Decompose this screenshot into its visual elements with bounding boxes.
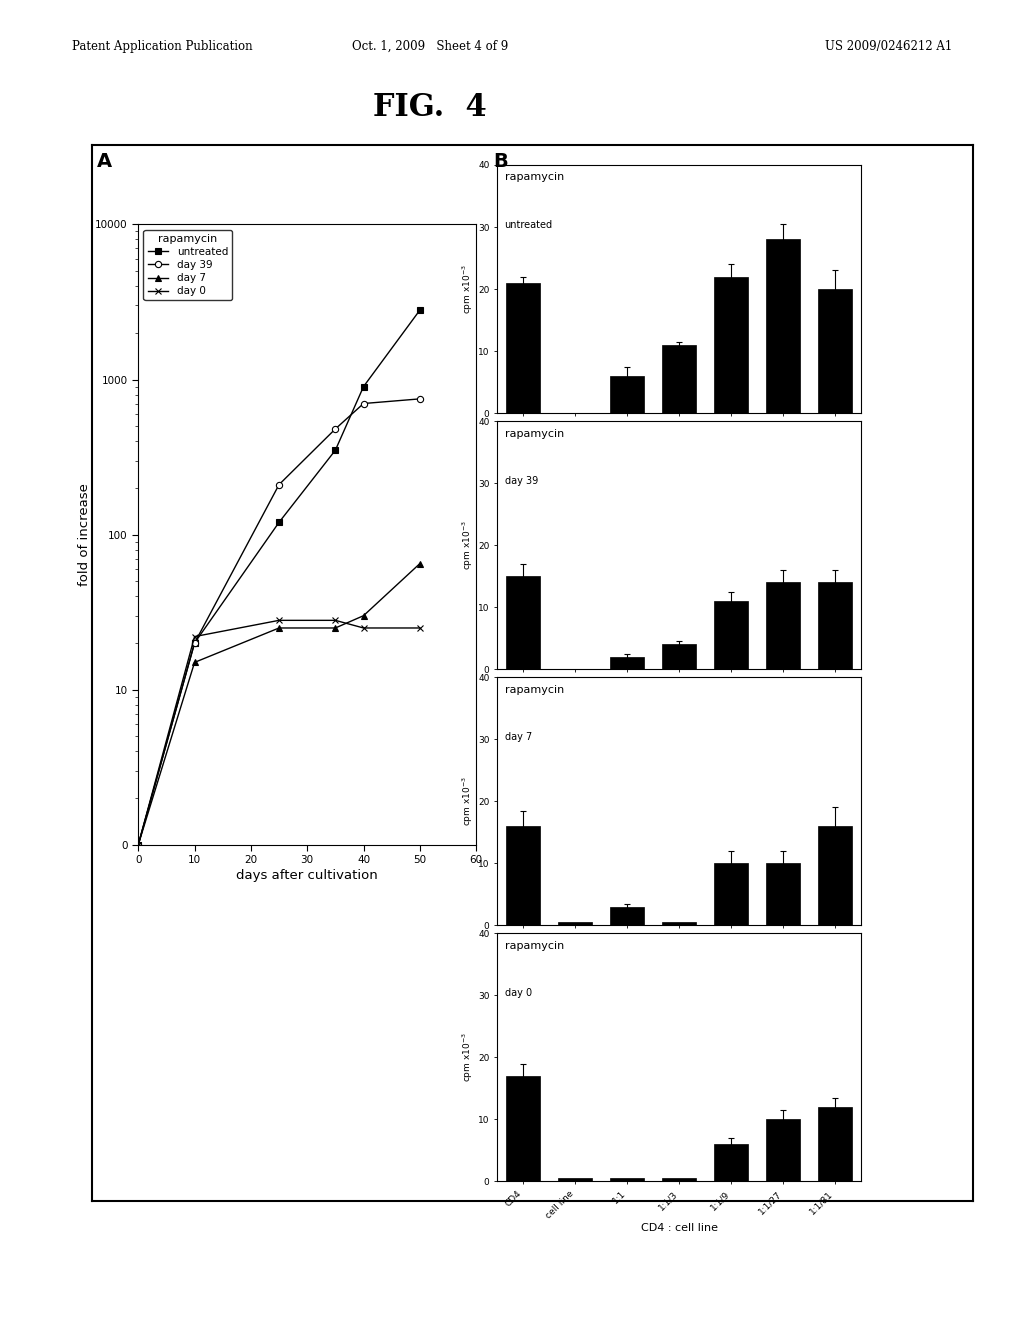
Text: Patent Application Publication: Patent Application Publication <box>72 40 252 53</box>
Bar <box>610 1179 644 1181</box>
Bar <box>714 601 748 669</box>
Bar <box>714 1144 748 1181</box>
Text: US 2009/0246212 A1: US 2009/0246212 A1 <box>825 40 952 53</box>
Bar <box>818 826 852 925</box>
Bar <box>558 1179 592 1181</box>
Bar <box>818 289 852 413</box>
Text: Oct. 1, 2009   Sheet 4 of 9: Oct. 1, 2009 Sheet 4 of 9 <box>352 40 508 53</box>
Text: rapamycin: rapamycin <box>505 685 564 694</box>
Bar <box>818 1107 852 1181</box>
Y-axis label: fold of increase: fold of increase <box>78 483 91 586</box>
Y-axis label: cpm x10$^{-3}$: cpm x10$^{-3}$ <box>461 1032 475 1082</box>
X-axis label: CD4 : cell line: CD4 : cell line <box>641 1224 718 1233</box>
Bar <box>663 644 696 669</box>
Bar <box>506 282 540 413</box>
Text: B: B <box>493 152 508 170</box>
Bar <box>714 277 748 413</box>
Bar <box>663 923 696 925</box>
Y-axis label: cpm x10$^{-3}$: cpm x10$^{-3}$ <box>461 520 475 570</box>
Bar <box>766 239 800 413</box>
Text: rapamycin: rapamycin <box>505 429 564 438</box>
Bar <box>663 1179 696 1181</box>
Text: untreated: untreated <box>505 219 553 230</box>
Bar <box>610 907 644 925</box>
Bar <box>610 376 644 413</box>
Y-axis label: cpm x10$^{-3}$: cpm x10$^{-3}$ <box>461 776 475 826</box>
Bar <box>558 923 592 925</box>
Text: day 0: day 0 <box>505 987 531 998</box>
Text: rapamycin: rapamycin <box>505 941 564 950</box>
X-axis label: days after cultivation: days after cultivation <box>237 870 378 882</box>
Bar <box>506 826 540 925</box>
Text: rapamycin: rapamycin <box>505 173 564 182</box>
Legend: untreated, day 39, day 7, day 0: untreated, day 39, day 7, day 0 <box>143 230 232 301</box>
Bar <box>714 863 748 925</box>
Text: A: A <box>97 152 113 170</box>
Bar <box>506 1076 540 1181</box>
Text: day 7: day 7 <box>505 731 531 742</box>
Bar <box>610 657 644 669</box>
Bar <box>766 1119 800 1181</box>
Y-axis label: cpm x10$^{-3}$: cpm x10$^{-3}$ <box>461 264 475 314</box>
Bar <box>766 863 800 925</box>
Bar <box>506 576 540 669</box>
Bar <box>818 582 852 669</box>
Text: day 39: day 39 <box>505 475 538 486</box>
Bar <box>766 582 800 669</box>
Bar <box>663 345 696 413</box>
Text: FIG.  4: FIG. 4 <box>373 92 487 123</box>
